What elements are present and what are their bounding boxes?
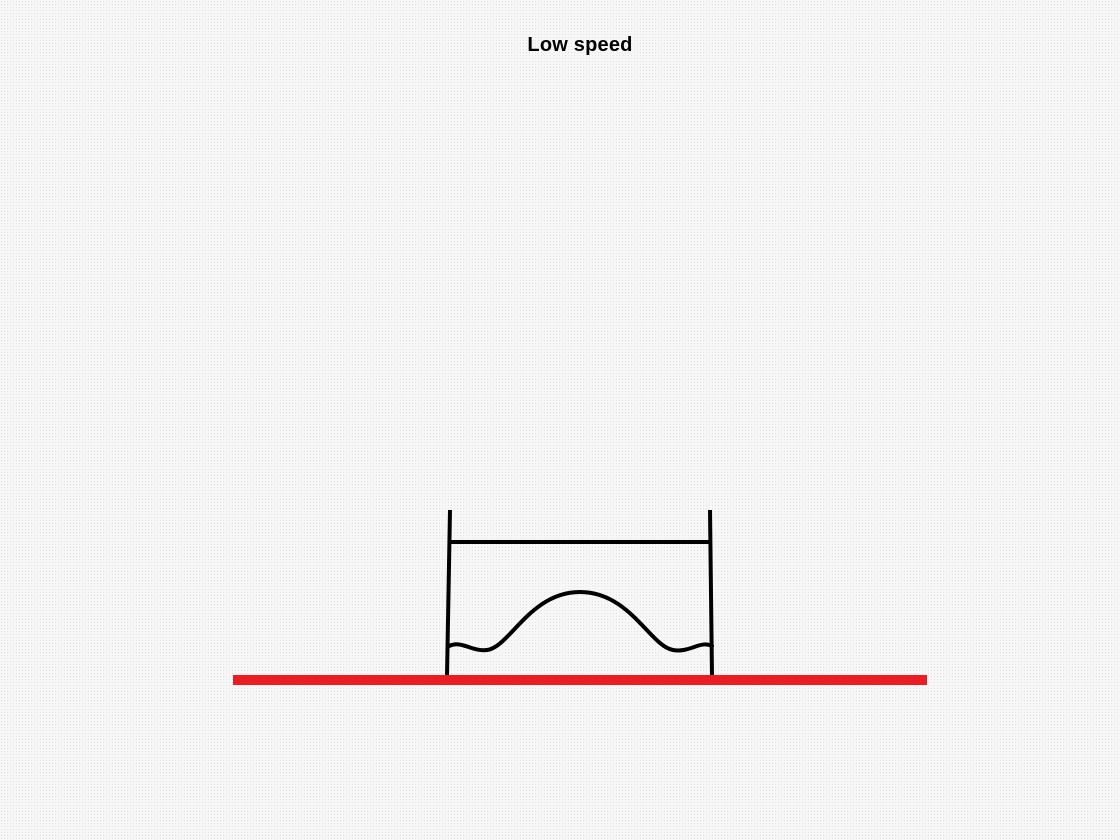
- left-column: [445, 509, 452, 677]
- deformed-beam: [447, 589, 714, 653]
- diagram-title: Low speed: [527, 34, 633, 56]
- right-column: [708, 509, 714, 677]
